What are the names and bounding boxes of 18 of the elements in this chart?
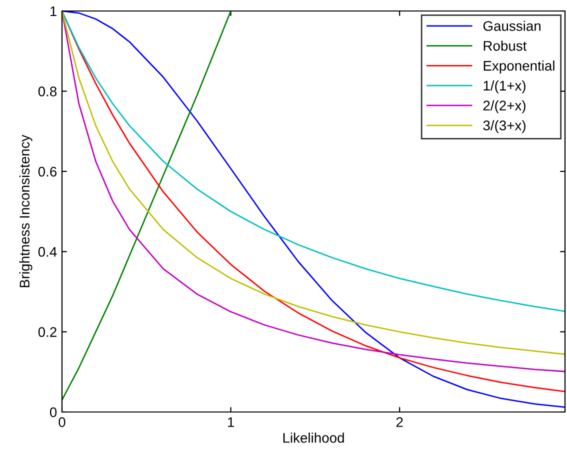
y-axis-title: Brightness Inconsistency [19,134,32,288]
legend-label: Robust [484,40,527,51]
y-tick-label: 0.2 [38,327,56,337]
legend-label: 1/(1+x) [484,80,526,94]
y-tick-label: 1 [50,6,56,16]
y-tick-label: 0 [50,407,57,418]
y-tick-label: 0.4 [38,246,57,257]
legend-label: 2/(2+x) [483,100,526,114]
y-tick-label: 0.8 [38,86,57,96]
legend-label: 3/(3+x) [483,120,526,134]
x-tick-label: 2 [396,417,403,427]
x-tick-label: 1 [228,417,234,427]
legend-label: Gaussian [483,20,540,31]
x-tick-label: 0 [58,417,66,428]
y-tick-label: 0.6 [38,166,57,177]
line-series [62,11,232,401]
x-axis-title: Likelihood [283,432,344,443]
legend-label: Exponential [484,60,554,74]
